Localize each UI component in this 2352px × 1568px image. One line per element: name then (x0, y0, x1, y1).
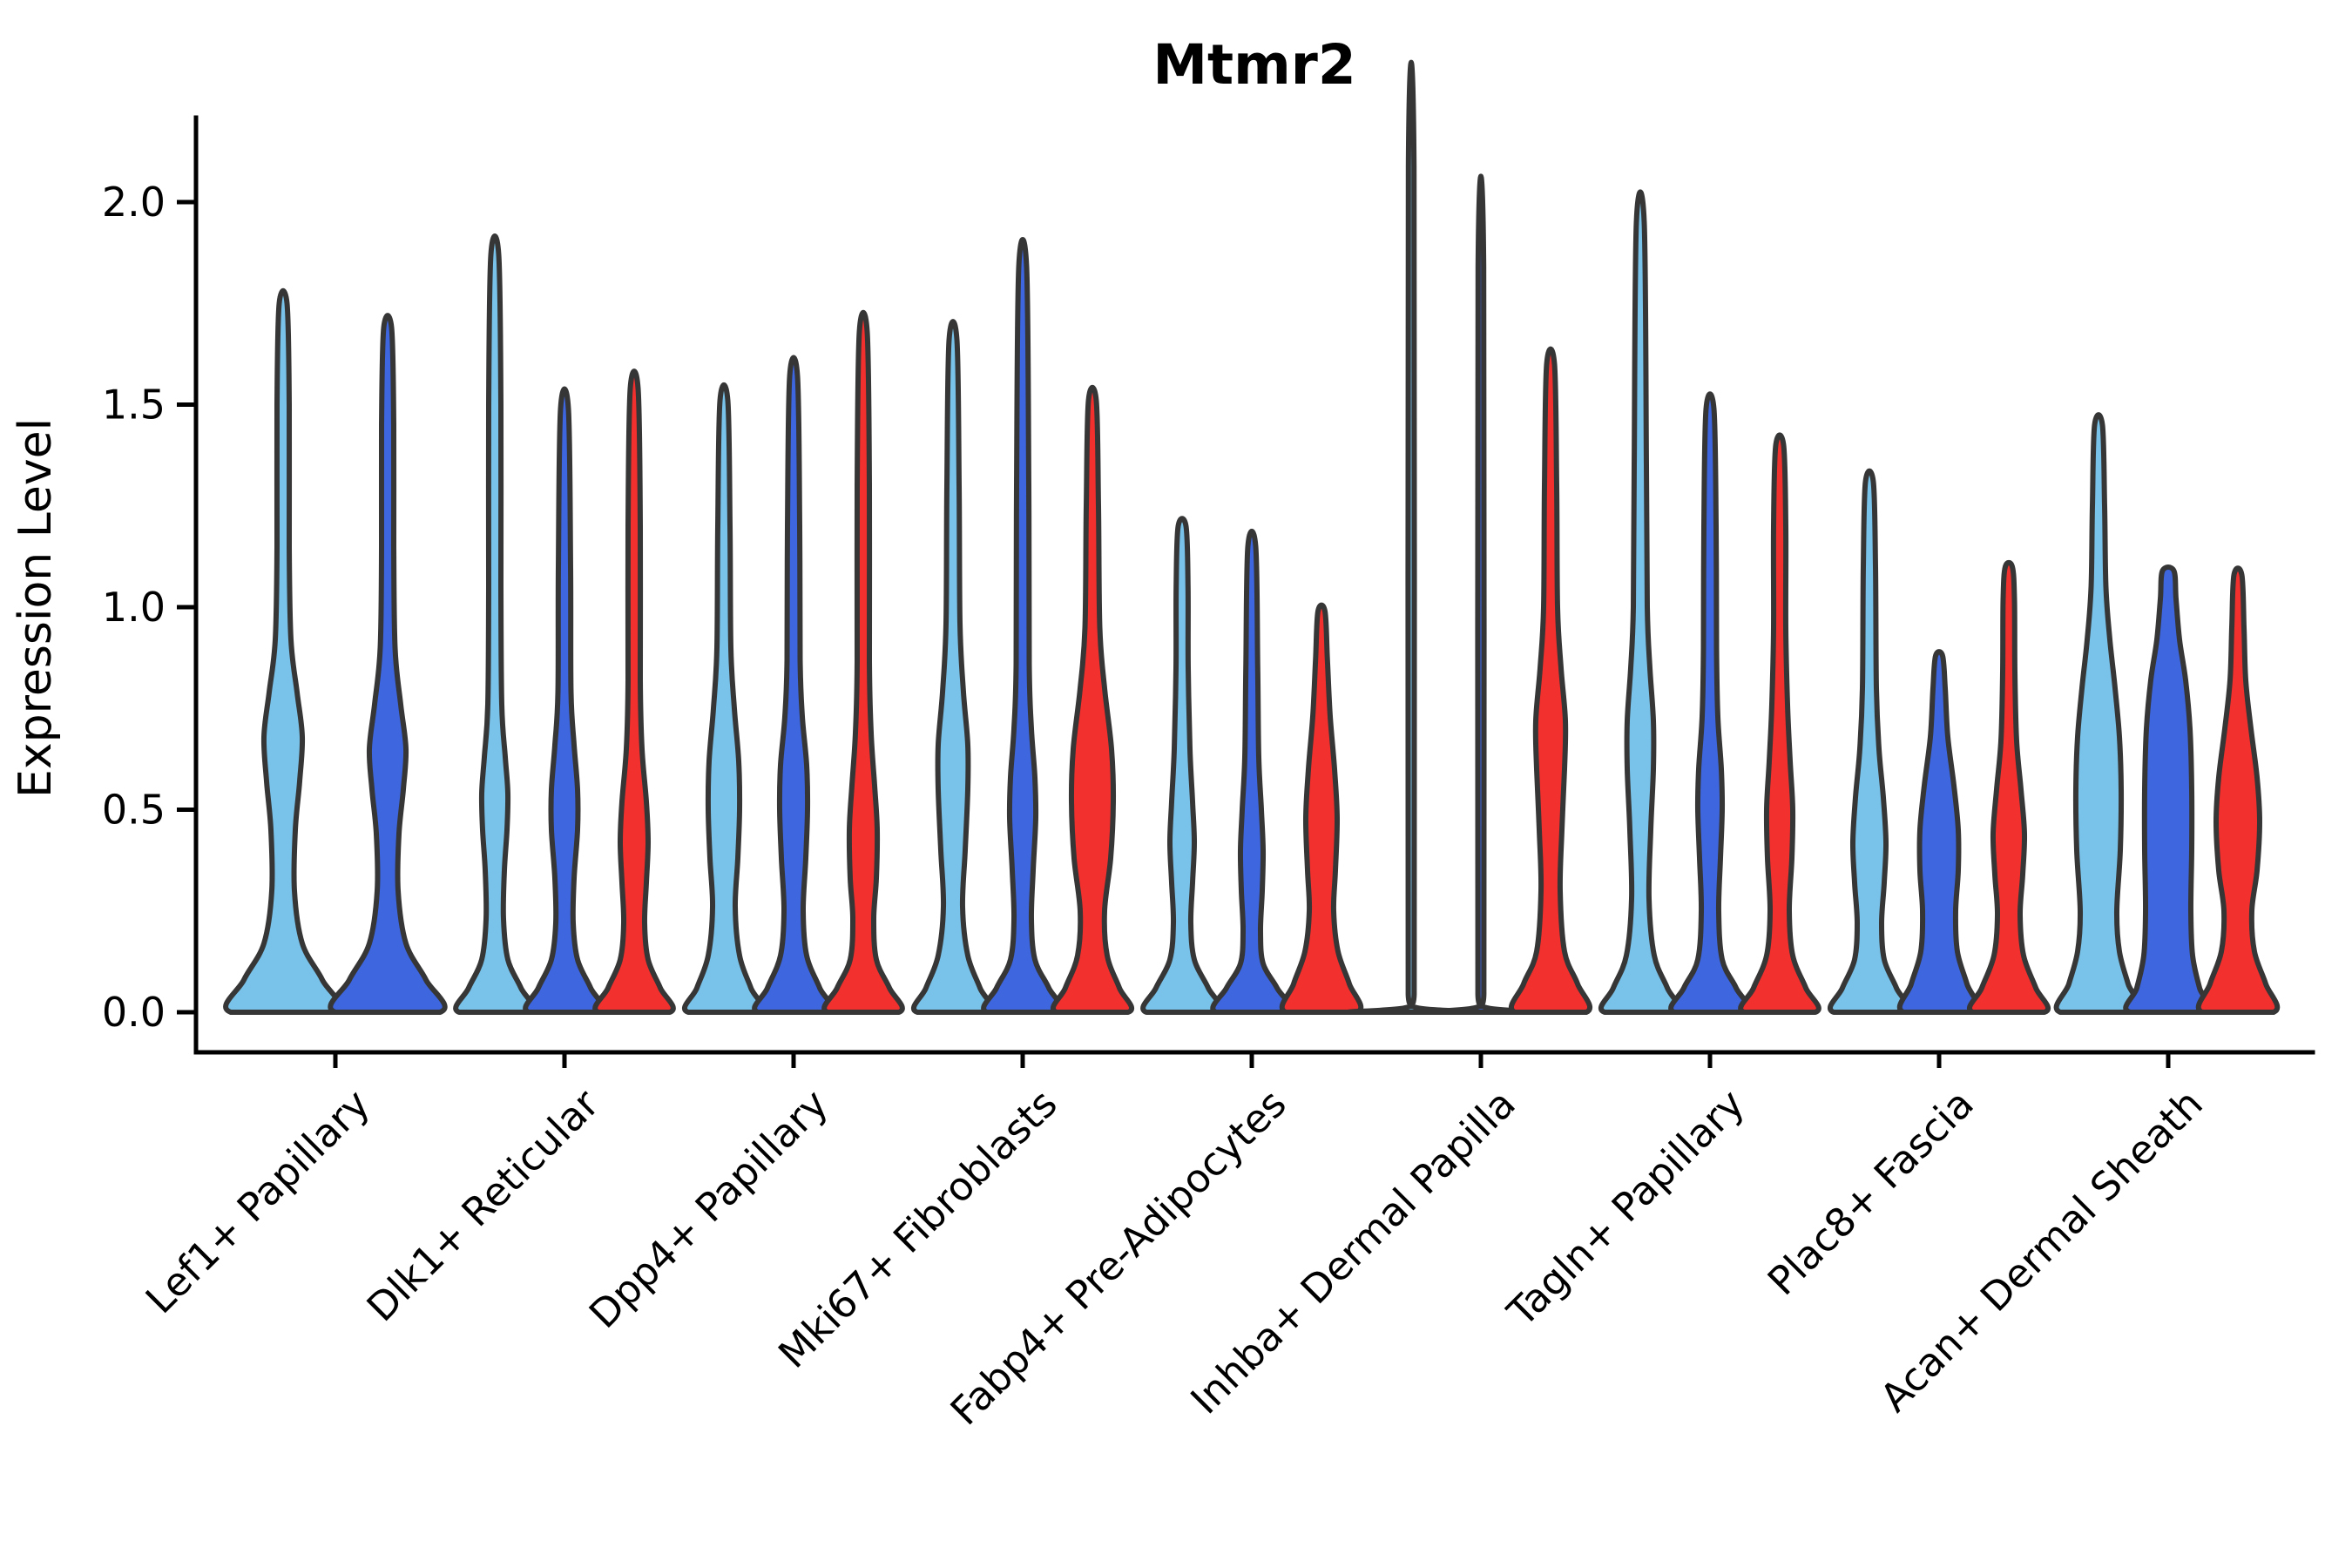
violin-5-dark-blue (1423, 173, 1539, 1015)
violin-7-light-blue (1828, 468, 1911, 1015)
violin-0-light-blue (223, 287, 343, 1015)
violins-layer (223, 59, 2281, 1015)
x-category-label: Tagln+ Papillary (1498, 1080, 1754, 1335)
violin-0-dark-blue (328, 313, 448, 1015)
violin-5-red (1508, 346, 1593, 1015)
violin-5-light-blue (1346, 59, 1477, 1015)
y-axis-label: Expression Level (10, 418, 62, 798)
violin-4-red (1279, 602, 1364, 1015)
x-category-label: Dpp4+ Papillary (580, 1080, 837, 1337)
violin-1-dark-blue (523, 386, 606, 1015)
violin-3-dark-blue (981, 236, 1064, 1015)
y-tick-label: 2.0 (102, 179, 166, 226)
violin-1-light-blue (453, 233, 537, 1015)
x-category-label: Dlk1+ Reticular (358, 1080, 608, 1330)
x-category-label: Lef1+ Papillary (137, 1080, 379, 1322)
y-tick-label: 1.5 (102, 382, 166, 429)
chart-title: Mtmr2 (1152, 33, 1355, 97)
violin-2-dark-blue (752, 355, 835, 1015)
violin-6-light-blue (1598, 189, 1682, 1015)
violin-6-dark-blue (1668, 391, 1752, 1015)
violin-8-red (2195, 565, 2281, 1015)
violin-8-light-blue (2053, 412, 2144, 1015)
y-tick-label: 0.0 (102, 989, 166, 1036)
violin-4-light-blue (1140, 516, 1224, 1015)
violin-7-dark-blue (1896, 649, 1982, 1015)
violin-2-light-blue (682, 382, 766, 1015)
violin-2-red (821, 310, 905, 1015)
violin-4-dark-blue (1210, 528, 1294, 1015)
violin-7-red (1967, 559, 2051, 1015)
violin-3-red (1051, 384, 1134, 1015)
x-category-label: Plac8+ Fascia (1759, 1080, 1983, 1304)
violin-1-red (592, 368, 676, 1015)
violin-6-red (1738, 432, 1821, 1015)
y-tick-label: 1.0 (102, 584, 166, 631)
violin-8-dark-blue (2123, 564, 2213, 1015)
violin-3-light-blue (911, 319, 995, 1015)
y-tick-label: 0.5 (102, 787, 166, 834)
